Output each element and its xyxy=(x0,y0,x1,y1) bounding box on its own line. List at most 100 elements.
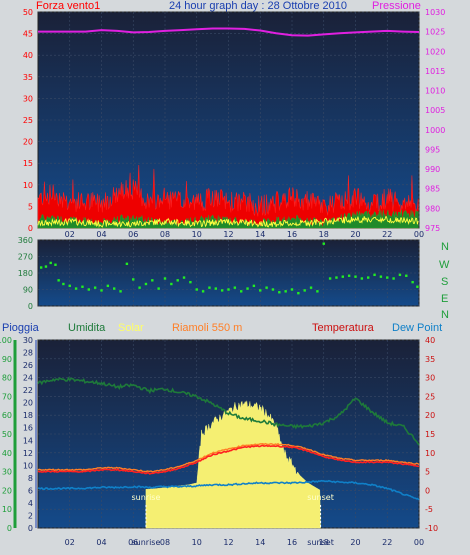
direction-point xyxy=(335,276,338,279)
temp-tick-5: 15 xyxy=(425,430,435,439)
direction-point xyxy=(163,277,167,280)
page-title: 24 hour graph day : 28 Ottobre 2010 xyxy=(169,0,347,12)
direction-point xyxy=(405,274,408,277)
wind-tick-5: 25 xyxy=(23,116,33,125)
wind-tick-6: 30 xyxy=(23,94,33,103)
direction-point xyxy=(68,284,71,288)
temperature-line xyxy=(37,444,420,475)
direction-point xyxy=(271,288,275,291)
pressure-line xyxy=(38,27,420,37)
direction-point xyxy=(138,286,141,289)
wind-tick-10: 50 xyxy=(23,8,33,17)
pressure-tick-4: 995 xyxy=(425,145,440,154)
humidity-tick-0: 0 xyxy=(7,524,12,533)
direction-point xyxy=(347,274,351,277)
direction-point xyxy=(259,289,262,292)
direction-point xyxy=(100,289,103,292)
direction-point xyxy=(411,280,414,284)
temp-tick-0: -10 xyxy=(425,524,438,533)
direction-point xyxy=(373,273,376,277)
direction-point xyxy=(265,286,268,289)
compass-n-top: N xyxy=(441,241,449,253)
x-tick-wind-9: 20 xyxy=(350,230,360,239)
dewpoint-line xyxy=(37,479,420,501)
solar-title: Solar xyxy=(118,322,144,334)
location-title: Riamoli 550 m xyxy=(172,322,242,334)
pressure-tick-2: 985 xyxy=(425,185,440,194)
direction-point xyxy=(54,263,57,266)
x-tick-temp-4: 10 xyxy=(192,538,202,547)
temperature-title: Temperatura xyxy=(312,322,375,334)
rain-tick-13: 26 xyxy=(23,361,33,370)
direction-point xyxy=(252,284,256,288)
direction-point xyxy=(386,276,389,279)
dir-tick-2: 180 xyxy=(18,269,33,278)
x-tick-temp-3: 08 xyxy=(160,538,170,547)
direction-point xyxy=(379,275,383,278)
direction-point xyxy=(303,289,306,292)
rain-tick-15: 30 xyxy=(23,336,33,345)
temp-tick-8: 30 xyxy=(425,374,435,383)
x-tick-temp-5: 12 xyxy=(223,538,233,547)
rain-tick-7: 14 xyxy=(23,436,33,445)
humidity-tick-1: 10 xyxy=(2,505,12,514)
pressure-tick-0: 975 xyxy=(425,224,440,233)
humidity-title: Umidita xyxy=(68,322,106,334)
x-tick-wind-11: 00 xyxy=(414,230,424,239)
rain-tick-10: 20 xyxy=(23,399,33,408)
direction-point xyxy=(297,291,300,295)
wind-tick-9: 45 xyxy=(23,30,33,39)
rain-tick-6: 12 xyxy=(23,449,33,458)
pressure-tick-11: 1030 xyxy=(425,8,445,17)
rain-tick-9: 18 xyxy=(23,411,33,420)
direction-point xyxy=(227,288,230,291)
x-tick-wind-7: 16 xyxy=(287,230,297,239)
direction-point xyxy=(284,290,287,293)
sunrise-label-axis: sunrise xyxy=(131,538,160,547)
direction-point xyxy=(240,290,243,293)
dir-tick-1: 90 xyxy=(23,286,33,295)
humidity-tick-2: 20 xyxy=(2,486,12,495)
direction-point xyxy=(113,287,116,290)
compass-s: S xyxy=(441,276,448,288)
direction-point xyxy=(214,287,217,290)
direction-point xyxy=(220,289,224,292)
x-tick-temp-11: 00 xyxy=(414,538,424,547)
direction-point xyxy=(74,287,78,290)
humidity-tick-6: 60 xyxy=(2,411,12,420)
compass-e: E xyxy=(441,293,448,305)
direction-point xyxy=(246,287,249,290)
x-tick-temp-7: 16 xyxy=(287,538,297,547)
humidity-tick-5: 50 xyxy=(2,430,12,439)
direction-point xyxy=(144,282,148,286)
x-tick-temp-6: 14 xyxy=(255,538,265,547)
direction-point xyxy=(201,290,205,293)
direction-point xyxy=(392,277,395,280)
x-tick-wind-1: 04 xyxy=(96,230,106,239)
dir-tick-0: 0 xyxy=(28,302,33,311)
wind-tick-4: 20 xyxy=(23,138,33,147)
wind-title: Forza vento1 xyxy=(36,0,100,12)
temp-tick-3: 5 xyxy=(425,468,430,477)
temp-tick-9: 35 xyxy=(425,355,435,364)
direction-point xyxy=(398,273,402,277)
pressure-tick-5: 1000 xyxy=(425,126,445,135)
direction-point xyxy=(87,288,90,291)
direction-point xyxy=(119,290,122,293)
x-tick-wind-5: 12 xyxy=(223,230,233,239)
x-tick-wind-10: 22 xyxy=(382,230,392,239)
x-tick-wind-0: 02 xyxy=(65,230,75,239)
rain-tick-2: 4 xyxy=(28,499,33,508)
pressure-tick-7: 1010 xyxy=(425,87,445,96)
direction-point xyxy=(81,285,84,288)
x-tick-wind-4: 10 xyxy=(192,230,202,239)
temp-tick-7: 25 xyxy=(425,392,435,401)
humidity-tick-8: 80 xyxy=(2,374,12,383)
temp-tick-6: 20 xyxy=(425,411,435,420)
humidity-tick-7: 70 xyxy=(2,392,12,401)
x-tick-temp-8: 18 xyxy=(319,538,329,547)
wind-series xyxy=(37,164,419,229)
direction-point xyxy=(189,280,192,284)
direction-point xyxy=(316,290,319,293)
rain-tick-0: 0 xyxy=(28,524,33,533)
